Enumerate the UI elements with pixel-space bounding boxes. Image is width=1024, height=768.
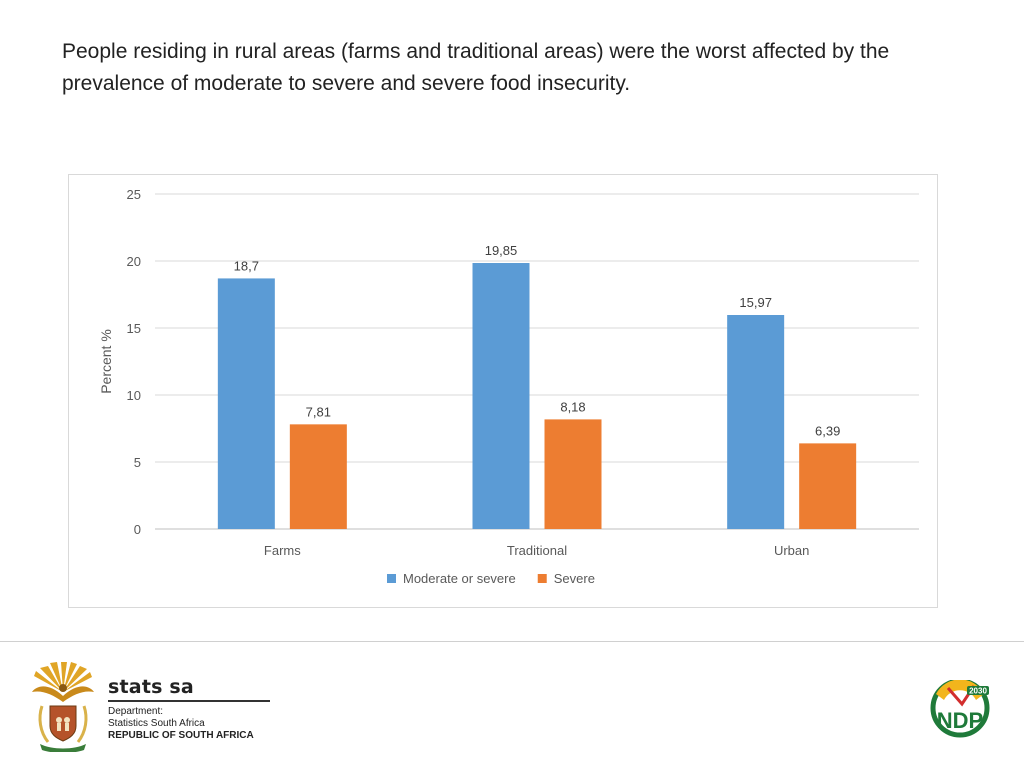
bar-moderate-or-severe — [472, 263, 530, 529]
footer-divider — [0, 641, 1024, 642]
brand-rule — [108, 700, 270, 702]
data-label: 7,81 — [306, 404, 331, 419]
coat-of-arms-icon — [32, 662, 94, 752]
legend-swatch — [387, 574, 396, 583]
legend-label: Moderate or severe — [403, 571, 516, 586]
legend-label: Severe — [554, 571, 595, 586]
x-tick-label: Farms — [264, 543, 301, 558]
y-axis-label: Percent % — [98, 329, 114, 394]
y-tick-label: 0 — [134, 522, 141, 537]
stats-sa-wordmark: stats sa — [108, 676, 194, 698]
y-tick-label: 20 — [127, 254, 141, 269]
dept-label: Department: — [108, 705, 164, 717]
stats-sa-brand: stats sa Department: Statistics South Af… — [108, 676, 273, 742]
x-tick-label: Traditional — [507, 543, 567, 558]
dept-name: Statistics South Africa — [108, 717, 205, 729]
bar-moderate-or-severe — [217, 278, 275, 529]
y-tick-label: 5 — [134, 455, 141, 470]
y-tick-label: 10 — [127, 388, 141, 403]
y-tick-label: 15 — [127, 321, 141, 336]
bar-severe — [544, 419, 602, 529]
legend-swatch — [537, 574, 547, 583]
bar-severe — [799, 443, 857, 529]
ndp-text: NDP — [937, 708, 983, 733]
headline: People residing in rural areas (farms an… — [62, 40, 890, 95]
data-label: 18,7 — [234, 258, 259, 273]
y-tick-label: 25 — [127, 187, 141, 202]
bar-severe — [289, 424, 347, 529]
data-label: 19,85 — [485, 243, 518, 258]
bar-moderate-or-severe — [727, 315, 785, 529]
bar-chart: 0 5 10 15 20 25 Percent % 18,7 7,81 Farms 19,85 8,1… — [98, 187, 919, 586]
data-label: 15,97 — [739, 295, 772, 310]
data-label: 8,18 — [560, 399, 585, 414]
ndp-2030-logo: 2030 NDP — [930, 680, 990, 738]
chart-frame: 0 5 10 15 20 25 Percent % 18,7 7,81 Farms 19,85 8,1… — [68, 174, 938, 608]
data-label: 6,39 — [815, 423, 840, 438]
x-tick-label: Urban — [774, 543, 809, 558]
ndp-year: 2030 — [969, 687, 987, 696]
republic-name: REPUBLIC OF SOUTH AFRICA — [108, 729, 254, 741]
